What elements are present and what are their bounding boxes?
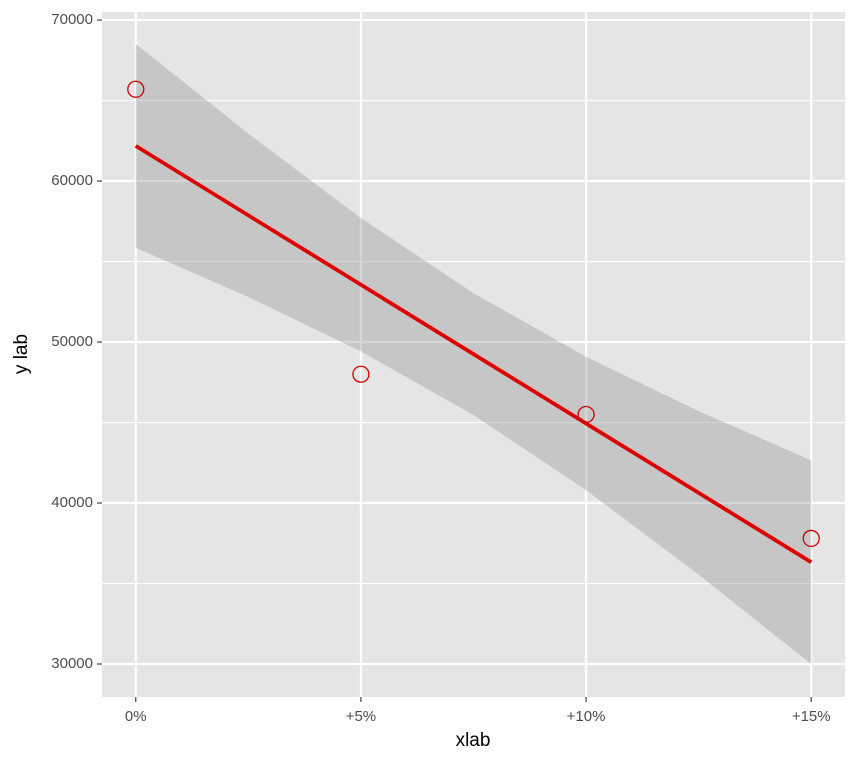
fit-line [134,144,813,564]
point [352,365,370,383]
y-axis-title: y lab [11,334,32,374]
y-tick-label: 50000 [51,333,93,350]
x-tick-label: +10% [567,708,606,725]
y-tick-label: 60000 [51,172,93,189]
x-axis-title: xlab [456,730,491,751]
x-tick-label: +15% [792,708,831,725]
x-tick-label: 0% [125,708,147,725]
point [577,405,595,424]
x-tick-label: +5% [346,708,376,725]
y-tick-label: 30000 [51,655,93,672]
y-tick-label: 40000 [51,494,93,511]
y-tick-label: 70000 [51,11,93,28]
point [127,80,145,98]
point [802,529,820,548]
